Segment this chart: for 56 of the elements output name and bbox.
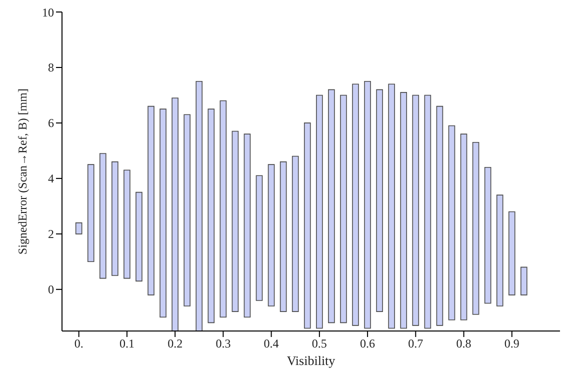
x-tick-label: 0.8: [456, 336, 472, 351]
bar: [172, 98, 178, 331]
bar: [196, 80, 203, 331]
bar: [388, 84, 395, 329]
bar: [244, 134, 251, 318]
y-tick-label: 6: [48, 116, 54, 130]
bar: [136, 192, 142, 282]
bar: [256, 175, 263, 301]
bar: [484, 166, 492, 304]
bar: [280, 161, 287, 312]
x-tick-label: 0.2: [168, 336, 183, 351]
x-axis-title: Visibility: [286, 353, 336, 368]
bar: [412, 94, 420, 326]
bar: [208, 108, 215, 324]
bar: [292, 156, 299, 312]
bar: [364, 80, 371, 329]
x-tick-label: 0.1: [119, 336, 134, 351]
x-tick-label: 0.5: [312, 336, 327, 351]
bar: [232, 130, 239, 312]
bar: [340, 94, 347, 324]
bar: [520, 266, 528, 296]
bar: [436, 106, 444, 326]
x-tick-label: 0.7: [408, 336, 424, 351]
bar: [448, 125, 456, 320]
bar: [352, 84, 359, 326]
bar: [316, 94, 323, 329]
bar: [184, 114, 190, 306]
x-tick-label: 0.: [74, 336, 84, 351]
x-tick-label: 0.9: [504, 336, 520, 351]
bar: [75, 222, 82, 234]
bar: [220, 100, 227, 318]
bar: [87, 164, 94, 262]
x-tick-label: 0.6: [360, 336, 376, 351]
bar: [472, 142, 480, 315]
bar: [400, 92, 408, 329]
bar: [160, 108, 166, 318]
bar: [508, 211, 516, 296]
bar: [376, 89, 383, 312]
x-tick-label: 0.4: [264, 336, 279, 351]
x-tick-label: 0.3: [216, 336, 231, 351]
y-tick-label: 2: [48, 227, 54, 242]
bar: [268, 164, 275, 306]
y-tick-label: 4: [48, 172, 54, 186]
bar: [124, 170, 130, 279]
bar: [148, 106, 154, 296]
bar: [460, 134, 468, 320]
y-tick-label: 10: [42, 5, 54, 20]
bar: [112, 161, 118, 276]
bar: [496, 194, 504, 306]
y-tick-label: 8: [48, 60, 54, 75]
y-tick-label: 0: [48, 282, 54, 297]
bar: [304, 122, 311, 329]
bar: [328, 89, 335, 324]
bar: [99, 153, 106, 279]
bar: [424, 94, 432, 329]
y-axis-title: SignedError (Scan→Ref, B) [mm]: [15, 88, 30, 254]
